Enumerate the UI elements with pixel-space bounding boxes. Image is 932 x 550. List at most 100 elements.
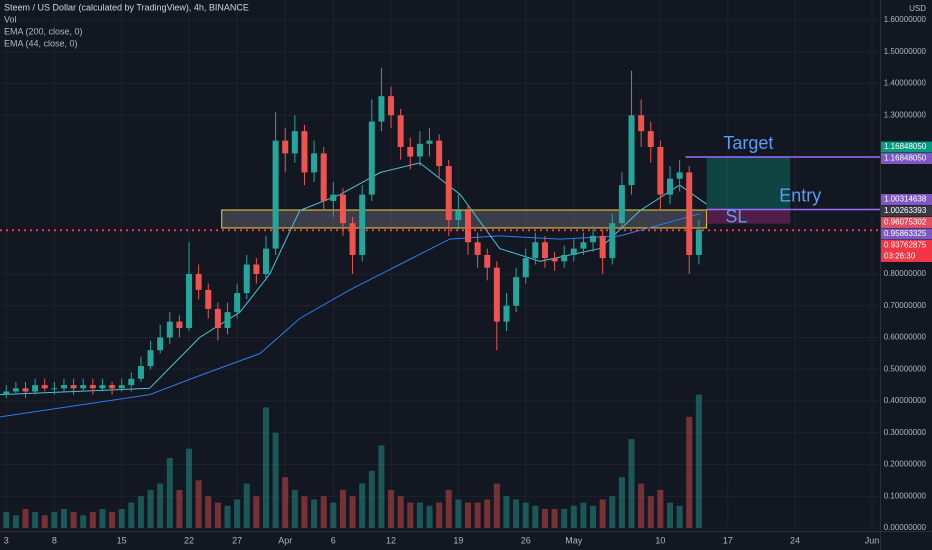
candle-body: [12, 388, 19, 392]
x-tick-label: 3: [4, 535, 9, 545]
candle-body: [205, 289, 212, 309]
volume-bar: [580, 502, 587, 528]
countdown: 03:26:30: [884, 252, 916, 261]
volume-bar: [532, 505, 539, 528]
y-tick-label: 0.40000000: [884, 396, 927, 405]
candle-body: [339, 194, 346, 224]
candle-body: [186, 274, 193, 328]
volume-bar: [436, 502, 443, 528]
volume-bar: [157, 483, 164, 528]
volume-bar: [561, 508, 568, 528]
x-tick-label: 27: [232, 535, 242, 545]
volume-bar: [70, 512, 77, 528]
candle-body: [561, 254, 568, 262]
candle-body: [647, 131, 654, 148]
volume-bar: [474, 502, 481, 528]
volume-bar: [590, 505, 597, 528]
candle-body: [445, 166, 452, 221]
volume-bar: [291, 489, 298, 528]
volume-bar: [339, 489, 346, 528]
volume-bar: [455, 499, 462, 528]
candle-body: [695, 229, 702, 255]
price-label-bg: [881, 141, 932, 153]
countdown-bg: [881, 251, 932, 263]
volume-bar: [234, 499, 241, 528]
candle-body: [320, 153, 327, 201]
volume-bar: [416, 502, 423, 528]
volume-bar: [493, 483, 500, 528]
volume-bar: [41, 515, 48, 528]
stop-text: SL: [725, 206, 747, 226]
price-label: 1.16848050: [884, 154, 927, 163]
y-tick-label: 1.60000000: [884, 15, 927, 24]
x-tick-label: May: [565, 535, 583, 545]
candle-body: [455, 210, 462, 221]
y-tick-label: 0.10000000: [884, 491, 927, 500]
x-tick-label: 6: [331, 535, 336, 545]
volume-bar: [599, 499, 606, 528]
price-label-bg: [881, 205, 932, 217]
candle-body: [99, 385, 106, 389]
volume-bar: [378, 445, 385, 528]
candle-body: [224, 312, 231, 328]
price-label: 1.00263393: [884, 206, 927, 215]
support-zone: [221, 209, 708, 229]
volume-bar: [368, 470, 375, 528]
volume-bar: [388, 489, 395, 528]
volume-layer: [3, 394, 702, 528]
x-tick-label: 19: [453, 535, 463, 545]
candle-body: [262, 248, 269, 275]
y-tick-label: 0.50000000: [884, 364, 927, 373]
candle-layer: [3, 67, 702, 398]
candle-body: [137, 366, 144, 379]
volume-bar: [118, 508, 125, 528]
volume-bar: [60, 508, 67, 528]
volume-bar: [551, 508, 558, 528]
candle-body: [416, 143, 423, 157]
volume-bar: [628, 439, 635, 528]
candle-body: [291, 131, 298, 154]
volume-bar: [253, 496, 260, 528]
price-label: 1.16848050: [884, 142, 927, 151]
y-tick-label: 0.30000000: [884, 428, 927, 437]
price-label-bg: [881, 217, 932, 229]
candle-body: [51, 388, 58, 390]
candle-body: [118, 385, 125, 389]
currency: USD: [909, 4, 926, 13]
x-tick-label: 24: [790, 535, 800, 545]
candle-body: [243, 264, 250, 294]
candle-body: [3, 391, 10, 395]
volume-bar: [195, 480, 202, 528]
volume-bar: [609, 496, 616, 528]
candle-body: [388, 96, 395, 116]
volume-bar: [51, 512, 58, 528]
volume-bar: [397, 496, 404, 528]
ema-line: [0, 213, 700, 418]
volume-bar: [186, 448, 193, 528]
x-tick-label: 15: [117, 535, 127, 545]
candle-body: [214, 308, 221, 328]
candle-body: [349, 223, 356, 255]
candle-body: [282, 140, 289, 154]
candle-body: [628, 115, 635, 186]
y-tick-label: 1.30000000: [884, 110, 927, 119]
candle-body: [301, 131, 308, 173]
candle-body: [397, 115, 404, 148]
candle-body: [474, 242, 481, 255]
volume-bar: [349, 496, 356, 528]
x-tick-label: Apr: [278, 535, 292, 545]
price-label-bg: [881, 228, 932, 240]
price-label-bg: [881, 194, 932, 206]
candle-body: [378, 96, 385, 122]
volume-bar: [224, 505, 231, 528]
volume-bar: [464, 502, 471, 528]
y-tick-label: 0.70000000: [884, 301, 927, 310]
volume-bar: [426, 505, 433, 528]
candle-body: [272, 140, 279, 249]
volume-bar: [80, 515, 87, 528]
x-tick-label: 10: [655, 535, 665, 545]
volume-bar: [484, 499, 491, 528]
volume-bar: [695, 394, 702, 528]
stop-box: [706, 209, 791, 224]
